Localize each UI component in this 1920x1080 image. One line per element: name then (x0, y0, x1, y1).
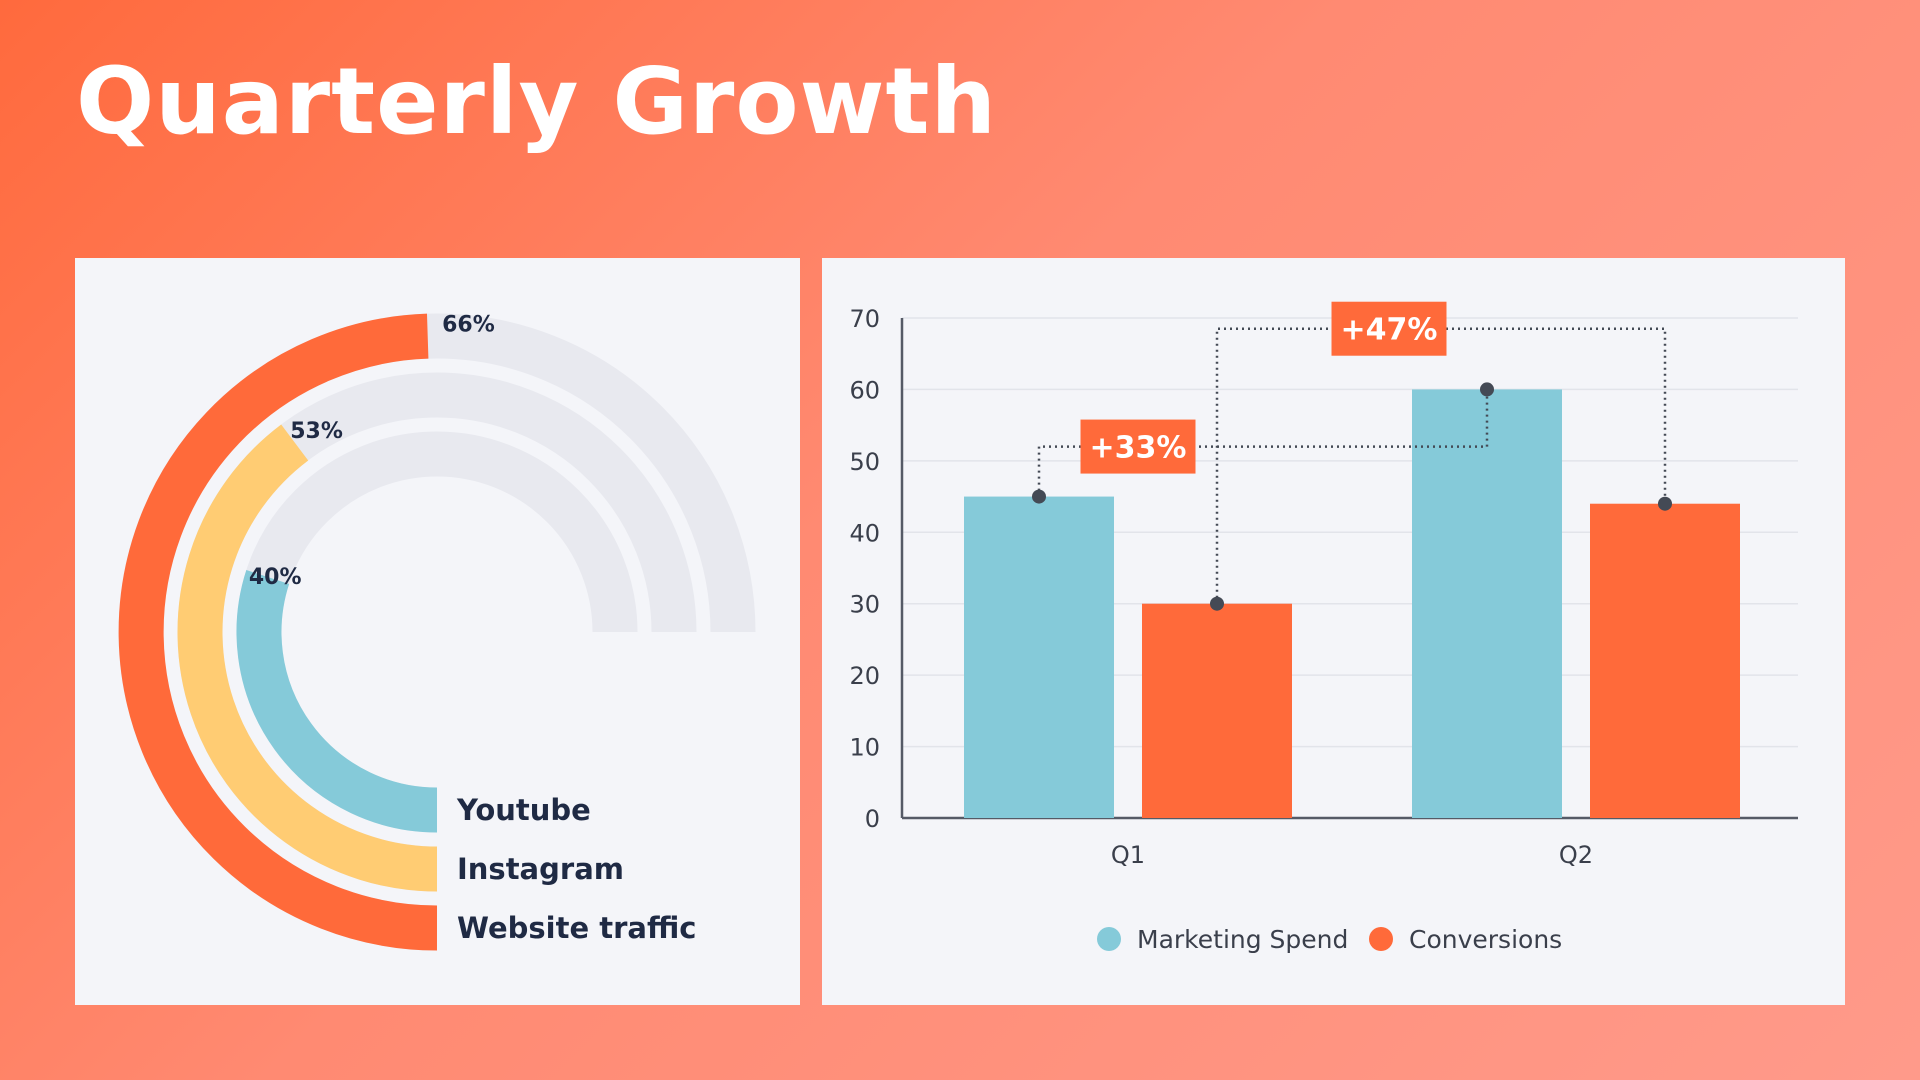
y-tick-label: 30 (849, 591, 880, 619)
radial-value-label-website-traffic: 66% (442, 313, 495, 338)
radial-value-label-instagram: 53% (290, 419, 343, 444)
x-category-label: Q2 (1559, 841, 1593, 869)
annotation-label-1: +33% (1090, 431, 1187, 466)
annotation-badge-1 (1080, 419, 1196, 474)
bar-marketing-spend-q1 (964, 496, 1114, 818)
radial-chart: 66% Website traffic 53% Instagram 40% Youtube (118, 313, 756, 951)
bar-marketing-spend-q2 (1412, 389, 1562, 818)
page-title: Quarterly Growth (76, 48, 997, 155)
radial-series-name-website-traffic: Website traffic (457, 911, 696, 945)
bar-conversions-q2 (1590, 503, 1740, 818)
radial-bar-website-traffic (118, 313, 438, 951)
legend-label-marketing-spend: Marketing Spend (1137, 925, 1348, 954)
radial-value-label-youtube: 40% (249, 565, 302, 590)
legend-swatch-conversions (1369, 927, 1393, 951)
legend-swatch-marketing-spend (1097, 927, 1121, 951)
annotation-dot (1032, 489, 1046, 504)
radial-chart-panel: 66% Website traffic 53% Instagram 40% Youtube (75, 258, 800, 1005)
y-tick-label: 70 (849, 305, 880, 333)
annotation-badge-2 (1331, 301, 1447, 356)
bar-conversions-q1 (1142, 603, 1292, 818)
annotation-dot (1480, 382, 1494, 397)
annotation-dot (1210, 596, 1224, 611)
radial-bar-youtube (236, 570, 438, 833)
y-tick-label: 0 (865, 805, 880, 833)
legend-label-conversions: Conversions (1409, 925, 1562, 954)
bar-chart: 0 10 20 30 40 50 60 70 Q1 Q2 +33% +47% Marketing Spe… (849, 301, 1798, 954)
annotation-label-2: +47% (1341, 313, 1438, 348)
y-tick-label: 20 (849, 662, 880, 690)
y-tick-label: 60 (849, 376, 880, 404)
y-tick-label: 50 (849, 448, 880, 476)
radial-series-name-youtube: Youtube (456, 793, 591, 827)
radial-series-name-instagram: Instagram (457, 852, 624, 886)
annotation-dot (1658, 496, 1672, 511)
y-tick-label: 40 (849, 519, 880, 547)
x-category-label: Q1 (1111, 841, 1145, 869)
radial-bar-instagram (177, 424, 438, 892)
bar-chart-panel: 0 10 20 30 40 50 60 70 Q1 Q2 +33% +47% Marketing Spe… (822, 258, 1845, 1005)
y-tick-label: 10 (849, 734, 880, 762)
annotation-connector-1 (1037, 389, 1489, 497)
